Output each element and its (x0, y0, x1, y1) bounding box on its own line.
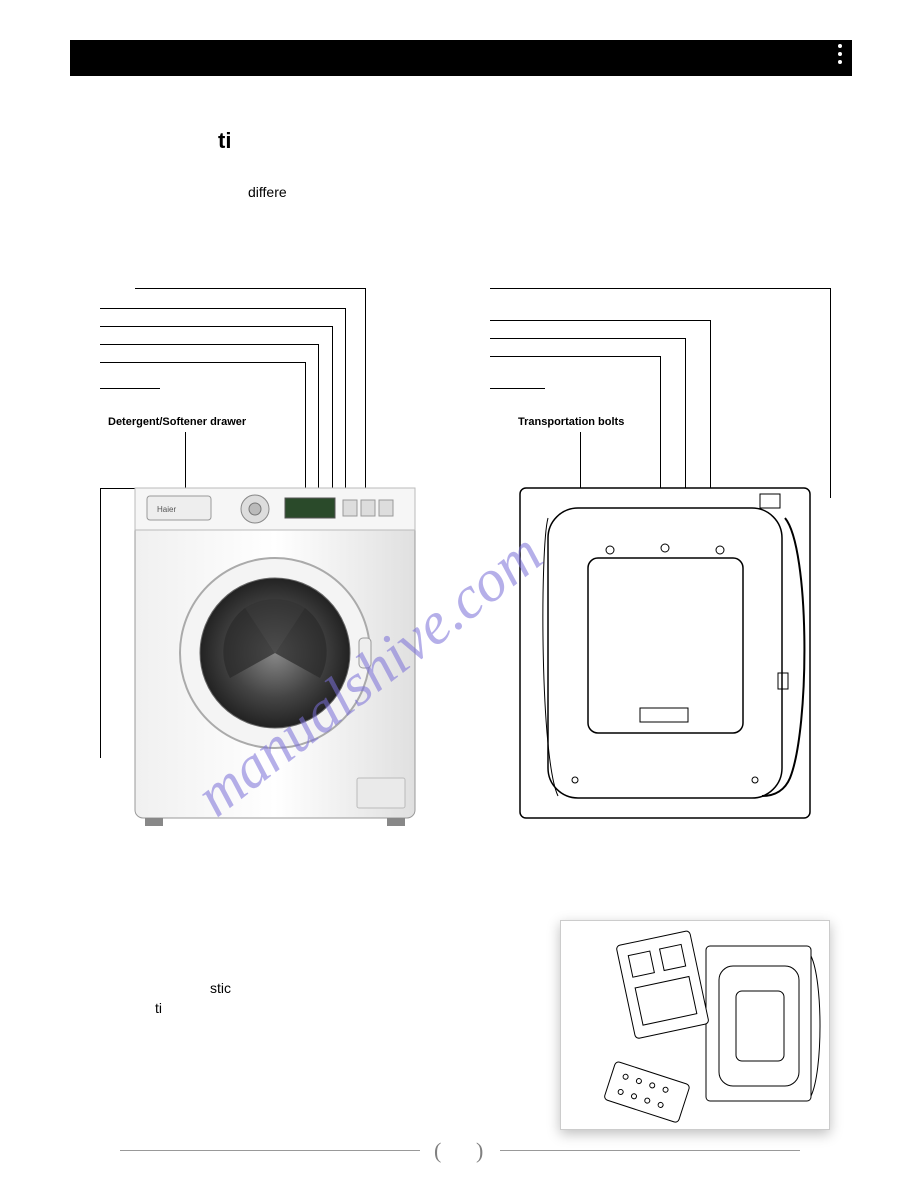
washing-machine-front-illustration: Haier (125, 478, 445, 838)
svg-text:Haier: Haier (157, 505, 176, 514)
washing-machine-back-illustration (510, 478, 830, 838)
footer-line-right (500, 1150, 800, 1151)
leader-line (332, 326, 333, 498)
label-detergent-drawer: Detergent/Softener drawer (108, 416, 246, 428)
page-bracket-left: ( (434, 1138, 441, 1164)
leader-line (100, 344, 318, 345)
back-diagram-area: Transportation bolts (480, 278, 850, 838)
leader-line (135, 288, 365, 289)
leader-line (490, 388, 545, 389)
leader-line (830, 288, 831, 498)
accessories-illustration-box (560, 920, 830, 1130)
header-dots-icon (838, 44, 842, 64)
leader-line (100, 326, 332, 327)
front-diagram-area: Detergent/Softener drawer Haier (70, 278, 440, 838)
leader-line (345, 308, 346, 498)
accessories-illustration (561, 921, 831, 1131)
footer-line-left (120, 1150, 420, 1151)
intro-text-fragment: differe (248, 184, 287, 200)
accessories-line2-frag: ti (155, 1000, 162, 1016)
leader-line (100, 362, 305, 363)
accessories-line1-frag: stic (210, 980, 231, 996)
leader-line (365, 288, 366, 498)
leader-line (490, 356, 660, 357)
page-bracket-right: ) (476, 1138, 483, 1164)
leader-line (490, 320, 710, 321)
label-transportation-bolts: Transportation bolts (518, 416, 624, 428)
section-title-fragment: ti (218, 128, 231, 154)
leader-line (100, 388, 160, 389)
leader-line (490, 288, 830, 289)
header-bar (70, 40, 852, 76)
leader-line (318, 344, 319, 498)
leader-line (490, 338, 685, 339)
leader-line (100, 488, 101, 758)
leader-line (100, 308, 345, 309)
